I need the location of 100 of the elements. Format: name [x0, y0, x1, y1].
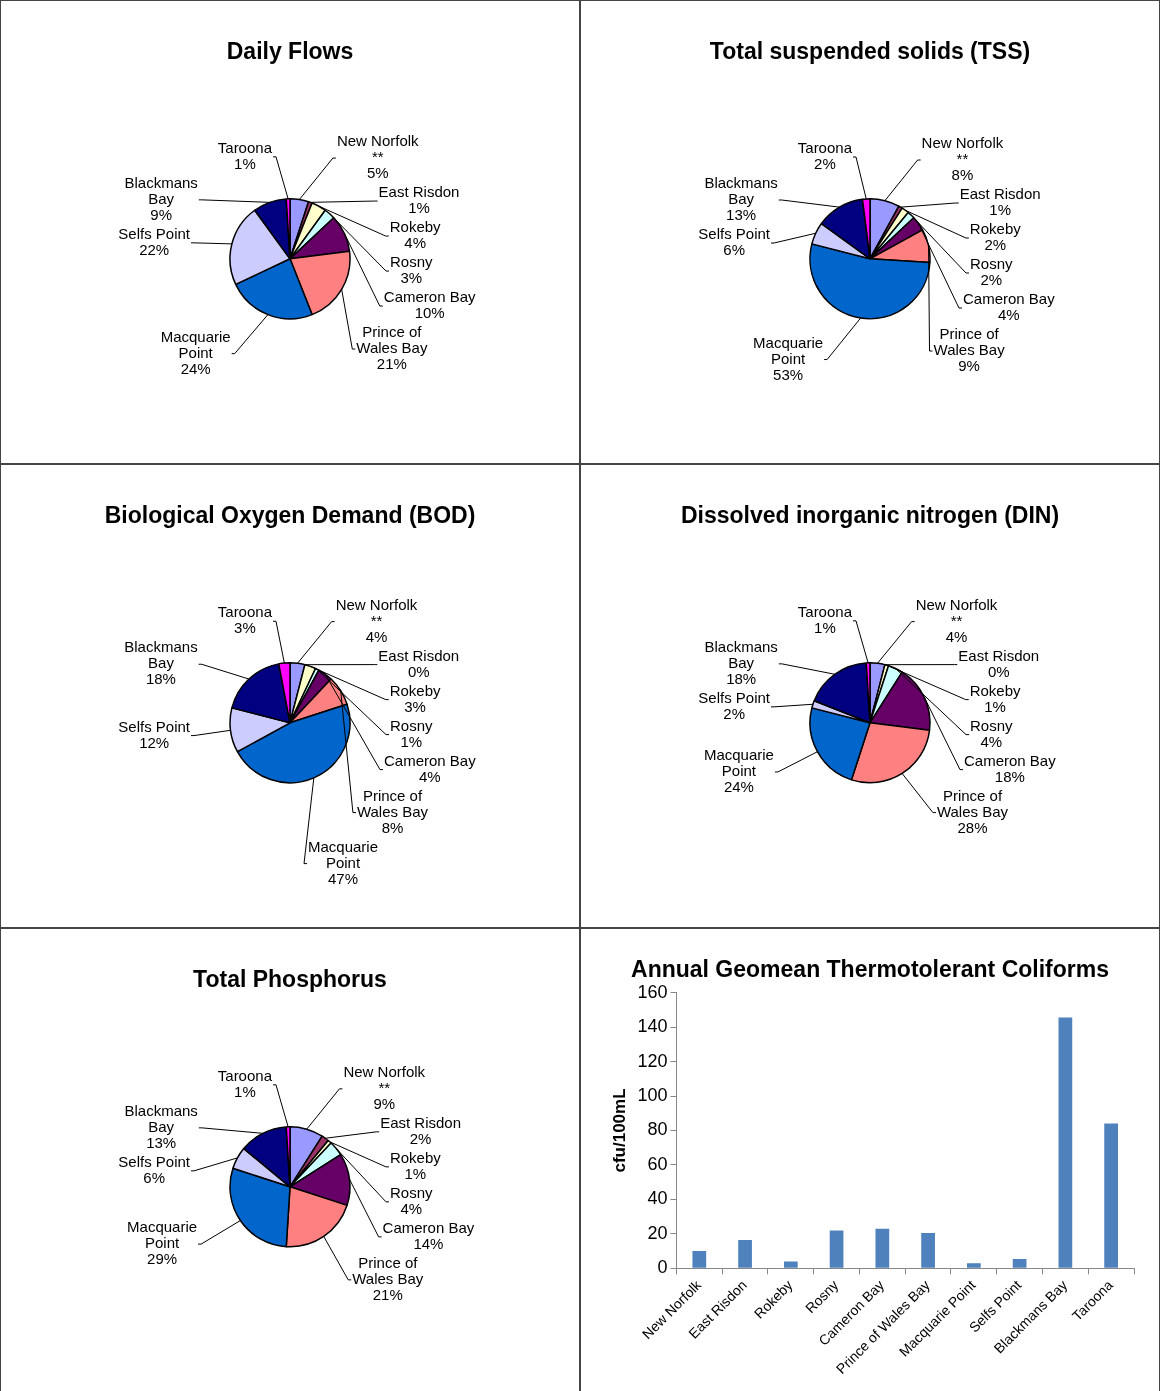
- slice-label: Blackmans Bay: [124, 638, 198, 672]
- data-label: 1%: [989, 201, 1011, 219]
- data-label: 18%: [994, 767, 1025, 785]
- chart-title: Annual Geomean Thermotolerant Coliforms: [631, 956, 1109, 983]
- data-label: 1%: [400, 732, 423, 750]
- data-label: 2%: [980, 271, 1003, 289]
- data-label: 9%: [373, 1094, 396, 1112]
- data-label: 29%: [147, 1250, 178, 1268]
- legend-label: East Risdon: [958, 646, 1040, 664]
- slice-label: Macquarie Point: [307, 837, 379, 871]
- data-label: 18%: [145, 670, 176, 688]
- data-label: 4%: [980, 732, 1003, 750]
- data-label: 6%: [143, 1168, 165, 1186]
- y-tick-label: 80: [647, 1119, 668, 1140]
- slice-label: Blackmans Bay: [704, 637, 778, 671]
- data-label: 1%: [234, 154, 256, 172]
- slice-label: Taroona: [217, 1066, 273, 1084]
- slice-label: Rosny: [389, 253, 434, 271]
- text: 0%: [407, 662, 430, 680]
- slice-label: Cameron Bay: [383, 288, 477, 306]
- slice-label: Rokeby: [389, 218, 442, 236]
- slice-label: East Risdon: [959, 185, 1041, 203]
- slice-label: Rosny: [969, 255, 1014, 273]
- data-label: 2%: [984, 236, 1007, 254]
- data-label: 1%: [404, 1164, 427, 1182]
- data-label: 3%: [234, 619, 256, 637]
- data-label: 3%: [404, 697, 426, 715]
- legend-label: East Risdon: [378, 646, 460, 664]
- data-label: 12%: [139, 733, 170, 751]
- data-label: 8%: [951, 166, 974, 184]
- y-tick-label: 120: [637, 1050, 668, 1071]
- slice-label: New Norfolk **: [921, 134, 1004, 168]
- data-label: 9%: [958, 357, 980, 375]
- data-label: 21%: [372, 1285, 403, 1303]
- slice-label: Taroona: [217, 138, 273, 156]
- data-label: 2%: [723, 704, 745, 722]
- data-label: 4%: [365, 627, 388, 645]
- slice-label: Macquarie Point: [160, 327, 231, 361]
- slice-label: Prince of Wales Bay: [356, 323, 428, 357]
- data-label: 1%: [814, 618, 836, 636]
- slice-label: Rokeby: [389, 1148, 442, 1166]
- slice-label: New Norfolk **: [336, 132, 420, 166]
- data-label: 2%: [814, 155, 836, 173]
- slice-label: Rokeby: [969, 220, 1022, 238]
- y-tick-label: 60: [647, 1153, 668, 1174]
- slice-label: Rosny: [969, 716, 1014, 734]
- slice-label: East Risdon: [380, 1113, 462, 1131]
- data-label: 4%: [419, 767, 441, 785]
- data-label: 4%: [997, 306, 1020, 324]
- y-tick-label: 140: [637, 1016, 668, 1037]
- data-label: 1%: [408, 199, 430, 217]
- slice-label: Macquarie Point: [753, 333, 824, 367]
- data-label: 1%: [984, 697, 1006, 715]
- slice-label: Macquarie Point: [127, 1218, 198, 1252]
- slice-label: Rokeby: [389, 681, 442, 699]
- data-label: 8%: [381, 818, 404, 836]
- slice-label: Blackmans Bay: [124, 173, 198, 207]
- y-tick-label: 20: [647, 1222, 668, 1243]
- slice-label: New Norfolk **: [915, 595, 998, 629]
- slice-label: East Risdon: [378, 183, 460, 201]
- slice-label: Taroona: [217, 603, 273, 621]
- slice-label: Blackmans Bay: [124, 1101, 198, 1135]
- slice-label: Prince of Wales Bay: [352, 1253, 424, 1287]
- slice-label: Blackmans Bay: [704, 174, 778, 208]
- chart-title: Daily Flows: [226, 38, 354, 65]
- slice-label: Taroona: [797, 139, 853, 157]
- slice-label: Cameron Bay: [383, 751, 477, 769]
- chart-title: Dissolved inorganic nitrogen (DIN): [680, 502, 1060, 529]
- data-label: 4%: [400, 1199, 423, 1217]
- y-tick-label: 0: [657, 1257, 668, 1278]
- data-label: 28%: [957, 818, 988, 836]
- slice-label: Cameron Bay: [962, 290, 1056, 308]
- slice-label: Cameron Bay: [382, 1218, 475, 1236]
- data-label: 24%: [723, 778, 754, 796]
- data-label: 13%: [726, 206, 757, 224]
- slice-label: New Norfolk **: [343, 1062, 426, 1096]
- slice-label: Rokeby: [969, 681, 1022, 699]
- data-label: 2%: [409, 1129, 432, 1147]
- slice-label: Rosny: [389, 1183, 434, 1201]
- data-label: 53%: [773, 365, 804, 383]
- slice-label: New Norfolk **: [335, 595, 418, 629]
- slice-label: Selfs Point: [698, 225, 771, 243]
- y-tick-label: 100: [637, 1084, 668, 1105]
- text: 0%: [987, 662, 1010, 680]
- data-label: 5%: [366, 164, 389, 182]
- data-label: 4%: [945, 627, 968, 645]
- slice-label: Prince of Wales Bay: [356, 786, 429, 820]
- data-label: 14%: [413, 1234, 444, 1252]
- slice-label: Selfs Point: [118, 717, 191, 735]
- data-label: 10%: [414, 304, 445, 322]
- chart-title: Biological Oxygen Demand (BOD): [104, 502, 476, 529]
- data-label: 4%: [404, 234, 426, 252]
- slice-label: Macquarie Point: [703, 746, 774, 780]
- data-label: 24%: [180, 359, 211, 377]
- slice-label: Selfs Point: [118, 224, 191, 242]
- slice-label: Prince of Wales Bay: [933, 325, 1006, 359]
- slice-label: Selfs Point: [698, 688, 771, 706]
- data-label: 1%: [234, 1082, 256, 1100]
- slice-label: Rosny: [389, 716, 434, 734]
- data-label: 6%: [723, 241, 745, 259]
